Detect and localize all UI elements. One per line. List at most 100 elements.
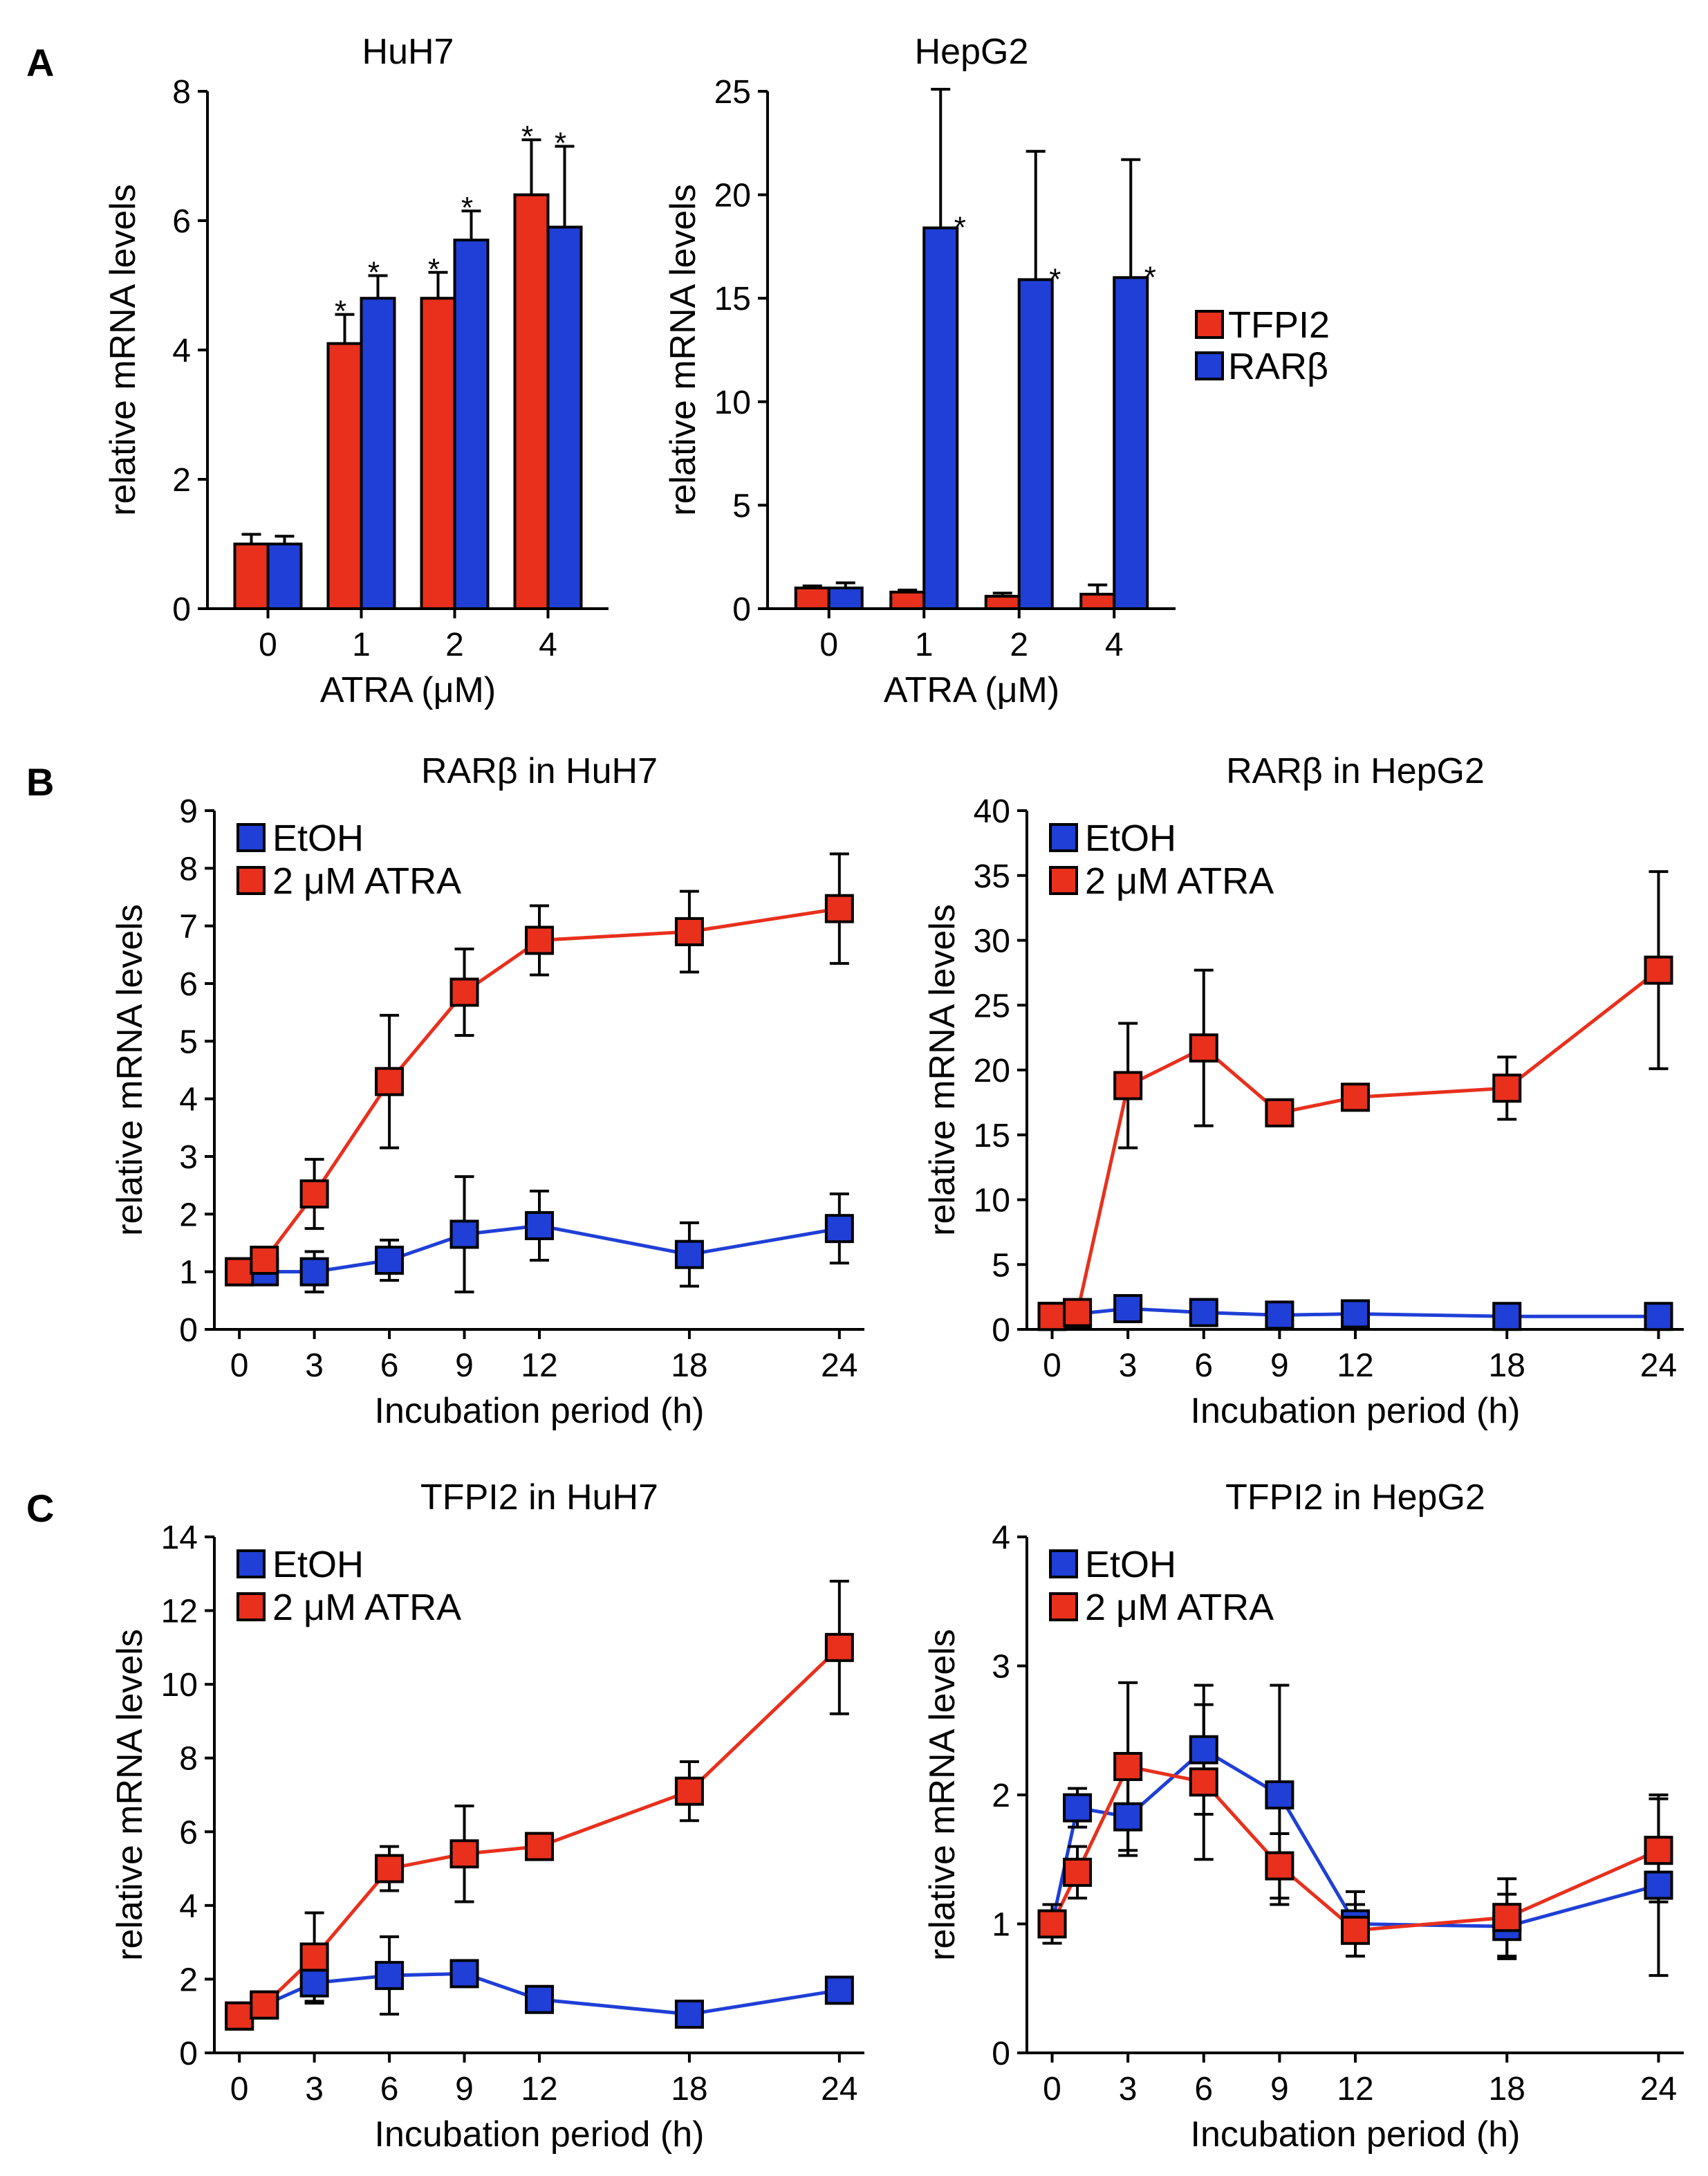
legend-swatch-red [1049,1592,1078,1621]
y-tick-label: 4 [179,1888,198,1925]
legend-swatch-blue [1049,1549,1078,1578]
x-tick-label: 0 [1043,1347,1061,1384]
data-point-blue [375,1961,405,1991]
data-point-red [1189,1767,1218,1797]
data-point-blue [449,1959,479,1989]
x-tick-label: 12 [521,1347,557,1384]
data-point-blue [1492,1302,1522,1331]
legend-swatch-red [236,1592,266,1621]
x-tick-label: 1 [352,627,371,663]
y-axis-label: relative mRNA levels [103,184,143,516]
x-tick-label: 3 [1119,1347,1138,1384]
x-tick-label: 12 [1337,2071,1373,2108]
x-tick-label: 9 [455,2071,474,2108]
data-point-red [449,977,479,1007]
bar-red [1079,593,1116,611]
x-tick-label: 9 [455,1347,474,1384]
x-tick-label: 3 [1119,2071,1138,2108]
data-point-red [250,1990,279,2020]
chart-title: HepG2 [915,32,1029,72]
legend-label: 2 μM ATRA [1085,1587,1274,1628]
x-tick-label: 18 [1489,2071,1525,2108]
y-tick-label: 30 [974,923,1010,960]
x-tick-label: 6 [1194,2071,1213,2108]
y-tick-label: 2 [172,462,191,499]
x-tick-label: 18 [671,2071,707,2108]
x-tick-label: 24 [821,2071,857,2108]
data-point-red [1037,1302,1067,1331]
legend-label: EtOH [272,1544,364,1585]
bar-red [984,595,1021,610]
chart-title: TFPI2 in HuH7 [420,1477,658,1518]
data-point-red [375,1067,405,1096]
x-tick-label: 12 [1337,1347,1373,1384]
data-point-red [674,1776,704,1806]
data-point-red [1113,1071,1143,1100]
x-tick-label: 24 [821,1347,857,1384]
bar-red [513,193,550,611]
y-axis-label: relative mRNA levels [110,904,150,1236]
x-axis-label: Incubation period (h) [375,1391,705,1431]
data-point-red [1063,1857,1093,1887]
x-tick-label: 12 [521,2071,557,2108]
y-tick-label: 10 [974,1183,1010,1219]
y-tick-label: 20 [974,1053,1010,1089]
x-tick-label: 18 [1489,1347,1525,1384]
data-point-red [225,1257,254,1287]
chart-title: HuH7 [362,32,454,72]
bar-blue [1017,278,1054,610]
y-tick-label: 2 [179,1962,198,1998]
y-tick-label: 0 [179,2036,198,2072]
data-point-red [1492,1903,1522,1933]
y-tick-label: 2 [992,1778,1010,1814]
y-tick-label: 25 [974,988,1010,1024]
x-tick-label: 4 [1105,627,1124,663]
data-point-red [299,1179,329,1209]
legend-label: 2 μM ATRA [1085,860,1274,902]
chart-title: RARβ in HepG2 [1226,751,1485,791]
x-tick-label: 4 [539,627,557,663]
data-point-blue [824,1214,854,1244]
data-point-red [1492,1073,1522,1103]
chart-title: RARβ in HuH7 [421,751,658,791]
x-axis-label: ATRA (μM) [320,670,496,710]
data-point-blue [375,1246,405,1275]
y-tick-label: 9 [179,793,198,830]
y-tick-label: 1 [992,1907,1010,1944]
data-point-blue [299,1968,329,1998]
significance-star: * [954,210,966,244]
x-tick-label: 24 [1640,2071,1677,2108]
legend-swatch-red [236,866,266,895]
series-line-red [1052,968,1660,1318]
data-point-blue [299,1257,329,1287]
data-point-red [824,1632,854,1662]
data-point-red [525,1832,554,1861]
legend-swatch-blue [236,1549,266,1578]
data-point-red [1113,1751,1143,1781]
data-point-blue [1341,1299,1370,1329]
panel-letter-b: B [26,760,54,804]
x-tick-label: 2 [445,627,464,663]
series-line-red [239,1646,841,2018]
y-tick-label: 6 [179,966,198,1003]
y-tick-label: 4 [992,1520,1010,1556]
x-tick-label: 0 [819,627,838,663]
x-axis-label: Incubation period (h) [375,2114,705,2155]
x-tick-label: 1 [915,627,934,663]
data-point-blue [1644,1302,1673,1331]
y-axis-label: relative mRNA levels [922,1629,963,1961]
x-axis-label: ATRA (μM) [884,670,1059,710]
y-tick-label: 2 [179,1197,198,1233]
x-tick-label: 6 [380,1347,399,1384]
y-tick-label: 5 [732,488,751,524]
data-point-blue [525,1211,554,1240]
legend-swatch-blue [1049,823,1078,852]
data-point-red [449,1839,479,1869]
y-tick-label: 35 [974,858,1010,895]
y-tick-label: 5 [179,1024,198,1060]
legend-label: EtOH [1085,818,1176,859]
data-point-red [250,1246,279,1275]
